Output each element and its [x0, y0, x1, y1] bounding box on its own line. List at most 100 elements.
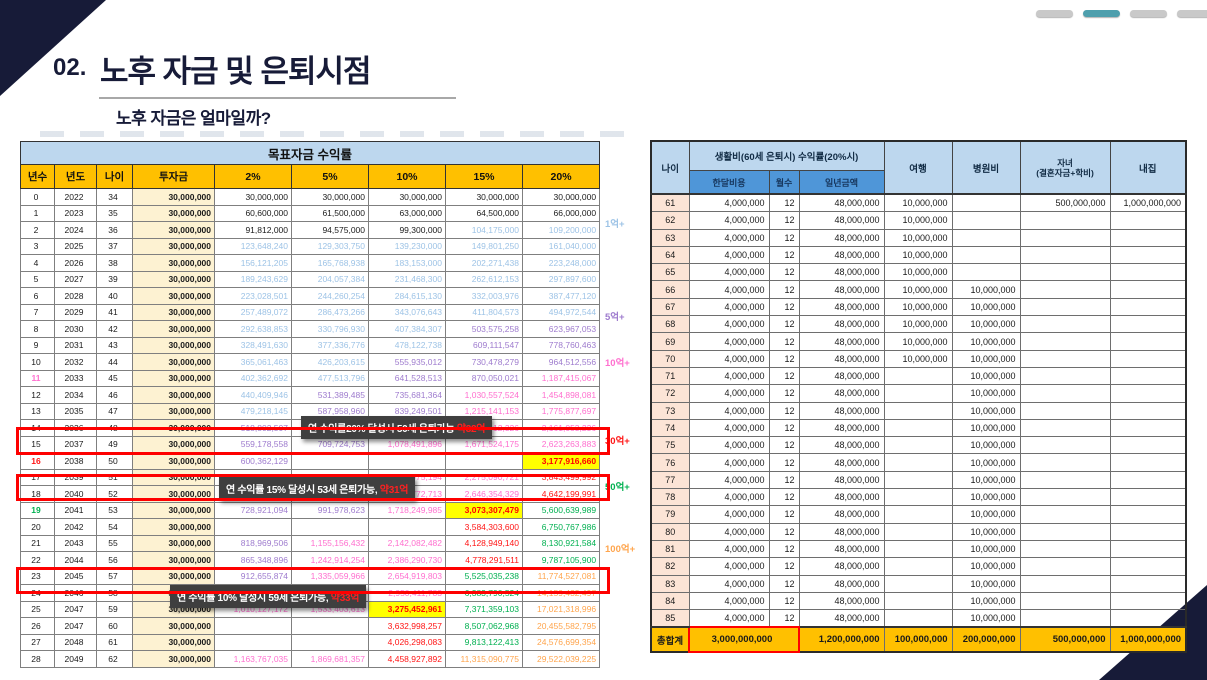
- page-title: 노후 자금 및 은퇴시점: [100, 54, 372, 89]
- cell-travel: 10,000,000: [883, 263, 953, 282]
- cell-value: 17,021,318,996: [521, 600, 601, 618]
- cell-child: [1019, 332, 1111, 351]
- cell-travel: [883, 557, 953, 576]
- table-row: 16 2038 50 30,000,000 600,362,129 3,177,916,6…: [20, 452, 601, 470]
- nav-pill[interactable]: [1177, 10, 1207, 17]
- cell-year: 2032: [54, 353, 97, 371]
- cell-value: 494,972,544: [521, 303, 601, 321]
- cell-value: [445, 452, 523, 470]
- cell-yearly-amount: 48,000,000: [798, 366, 885, 386]
- cell-age: 82: [650, 557, 690, 576]
- table-row: 72 4,000,000 12 48,000,000 10,000,000: [650, 384, 1187, 403]
- cell-investment: 30,000,000: [132, 633, 215, 651]
- cell-house: [1109, 557, 1187, 576]
- table-row: 0 2022 34 30,000,000 30,000,000 30,000,000 30,…: [20, 188, 601, 206]
- cell-years: 26: [20, 617, 55, 635]
- page-subtitle: 노후 자금은 얼마일까?: [116, 109, 271, 128]
- title-underline: [99, 97, 456, 99]
- table-row: 76 4,000,000 12 48,000,000 10,000,000: [650, 453, 1187, 472]
- cell-value: [291, 518, 369, 536]
- cell-months: 12: [768, 436, 800, 455]
- table-row: 83 4,000,000 12 48,000,000 10,000,000: [650, 574, 1187, 593]
- cell-years: 23: [20, 567, 55, 585]
- cell-yearly-amount: 48,000,000: [798, 574, 885, 593]
- cell-months: 12: [768, 315, 800, 334]
- cell-travel: [883, 418, 953, 438]
- cell-months: 12: [768, 505, 800, 524]
- tooltip-amount: 약32억: [456, 424, 486, 435]
- cell-monthly-cost: 4,000,000: [688, 488, 770, 507]
- cell-value: 555,935,012: [368, 353, 446, 371]
- cell-house: [1109, 366, 1187, 386]
- cell-age: 47: [96, 402, 133, 420]
- cell-house: [1109, 574, 1187, 593]
- cell-hospital: [951, 245, 1021, 265]
- cell-value: 818,969,506: [214, 534, 292, 552]
- cell-months: 12: [768, 297, 800, 317]
- cell-age: 54: [96, 518, 133, 536]
- cell-value: 64,500,000: [445, 204, 523, 222]
- cell-year: 2023: [54, 204, 97, 222]
- column-header: 년도: [54, 164, 97, 189]
- cell-value: 365,061,463: [214, 353, 292, 371]
- cell-age: 48: [96, 419, 133, 437]
- cell-age: 74: [650, 418, 690, 438]
- cell-age: 59: [96, 600, 133, 618]
- table-row: 80 4,000,000 12 48,000,000 10,000,000: [650, 522, 1187, 541]
- cell-value: 328,491,630: [214, 336, 292, 354]
- cell-value: 2,950,411,783: [368, 584, 446, 602]
- cell-age: 65: [650, 263, 690, 282]
- cell-value: 531,389,485: [291, 386, 369, 404]
- cell-age: 83: [650, 574, 690, 593]
- cell-age: 73: [650, 401, 690, 420]
- col-header-living-group: 생활비(60세 은퇴시) 수익률(20%시): [688, 140, 885, 171]
- cell-hospital: 10,000,000: [951, 332, 1021, 351]
- cell-monthly-cost: 4,000,000: [688, 245, 770, 265]
- cell-investment: 30,000,000: [132, 303, 215, 321]
- cell-year: 2038: [54, 452, 97, 470]
- table-row: 11 2033 45 30,000,000 402,362,692 477,513,796…: [20, 369, 601, 387]
- cell-value: 292,638,853: [214, 320, 292, 338]
- col-header-child-line2: (결혼자금+학비): [1036, 167, 1094, 178]
- cell-investment: 30,000,000: [132, 320, 215, 338]
- cell-value: 6,383,790,524: [445, 584, 523, 602]
- cell-yearly-amount: 48,000,000: [798, 505, 885, 524]
- cell-travel: [883, 401, 953, 420]
- cell-year: 2040: [54, 485, 97, 503]
- cell-hospital: 10,000,000: [951, 418, 1021, 438]
- cell-monthly-cost: 4,000,000: [688, 436, 770, 455]
- cell-house: [1109, 470, 1187, 490]
- cell-value: 24,576,699,354: [521, 633, 601, 651]
- cell-age: 79: [650, 505, 690, 524]
- nav-pill[interactable]: [1036, 10, 1073, 17]
- cell-years: 0: [20, 188, 55, 206]
- table-row: 79 4,000,000 12 48,000,000 10,000,000: [650, 505, 1187, 524]
- tooltip-retire-20pct: 연 수익률20% 달성시 50세 은퇴가능 약32억: [301, 416, 493, 439]
- cell-value: 94,575,000: [291, 221, 369, 239]
- cell-months: 12: [768, 332, 800, 351]
- cell-value: 2,275,090,721: [445, 468, 523, 486]
- cell-value: 4,128,949,140: [445, 534, 523, 552]
- cell-years: 2: [20, 221, 55, 239]
- cell-age: 72: [650, 384, 690, 403]
- cell-value: [214, 617, 292, 635]
- cell-yearly-amount: 48,000,000: [798, 245, 885, 265]
- cell-monthly-cost: 4,000,000: [688, 263, 770, 282]
- column-header: 년수: [20, 164, 55, 189]
- cell-age: 37: [96, 237, 133, 255]
- cell-age: 78: [650, 488, 690, 507]
- cell-child: 500,000,000: [1019, 193, 1111, 213]
- cell-investment: 30,000,000: [132, 204, 215, 222]
- cell-value: [291, 617, 369, 635]
- cell-year: 2047: [54, 617, 97, 635]
- cell-value: 518,802,507: [214, 419, 292, 437]
- nav-pill[interactable]: [1130, 10, 1167, 17]
- nav-pill[interactable]: [1083, 10, 1120, 17]
- cell-age: 66: [650, 280, 690, 299]
- cell-value: 3,843,499,992: [521, 468, 601, 486]
- cell-age: 69: [650, 332, 690, 351]
- cell-hospital: 10,000,000: [951, 280, 1021, 299]
- cell-value: 479,218,145: [214, 402, 292, 420]
- table-row: 82 4,000,000 12 48,000,000 10,000,000: [650, 557, 1187, 576]
- cell-investment: 30,000,000: [132, 518, 215, 536]
